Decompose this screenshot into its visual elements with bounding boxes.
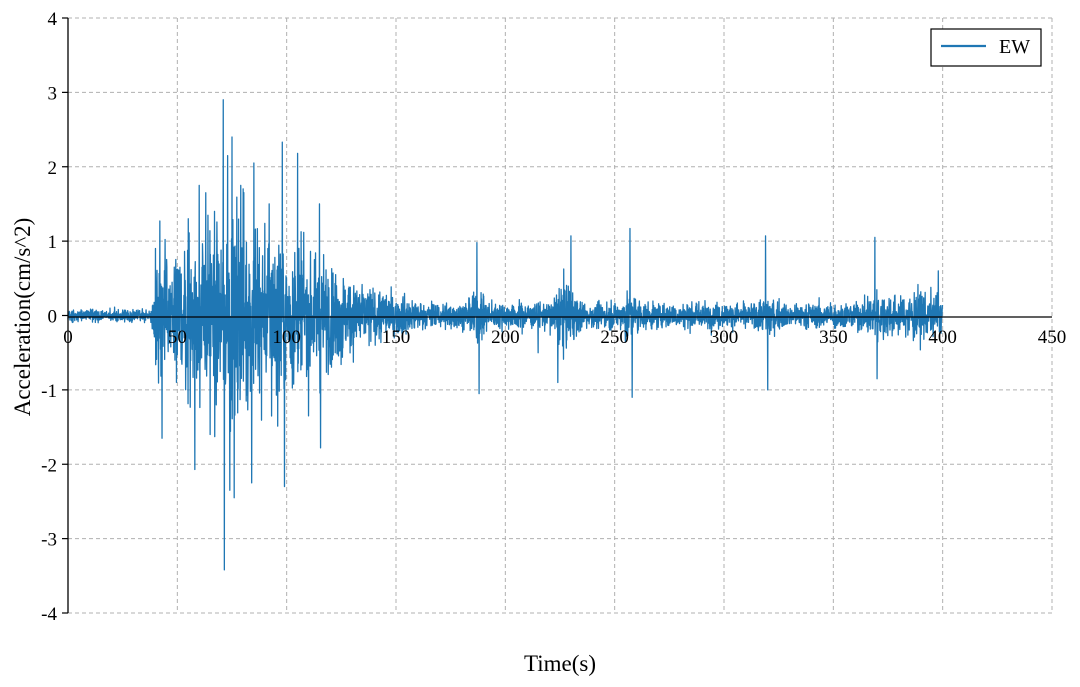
x-axis-title: Time(s) xyxy=(524,651,596,676)
legend-box xyxy=(930,28,1042,67)
y-tick-label: 3 xyxy=(48,83,58,104)
x-tick-label: 300 xyxy=(710,327,739,348)
legend-label: EW xyxy=(999,36,1030,58)
y-tick-label: -2 xyxy=(41,455,57,476)
series-layer xyxy=(67,99,944,571)
y-tick-label: -4 xyxy=(41,604,57,625)
ew-series-line xyxy=(67,99,944,571)
x-tick-label: 100 xyxy=(272,327,301,348)
y-tick-label: 4 xyxy=(48,9,58,30)
x-tick-label: 250 xyxy=(600,327,629,348)
x-tick-label: 150 xyxy=(382,327,411,348)
y-tick-label: 1 xyxy=(48,232,58,253)
y-tick-label: -1 xyxy=(41,381,57,402)
axes xyxy=(62,17,1052,614)
x-tick-label: 0 xyxy=(63,327,73,348)
x-tick-label: 50 xyxy=(168,327,187,348)
x-tick-label: 200 xyxy=(491,327,520,348)
tick-labels: 0 50 100 150 200 250 300 350 400 450 4 3 2 1 0 -1 -2 -3 -4 xyxy=(41,9,1066,625)
x-tick-label: 400 xyxy=(928,327,957,348)
x-tick-label: 450 xyxy=(1038,327,1067,348)
x-tick-label: 350 xyxy=(819,327,848,348)
y-tick-label: 2 xyxy=(48,158,58,179)
y-tick-label: 0 xyxy=(48,307,58,328)
legend: EW xyxy=(930,28,1042,67)
y-axis-title: Acceleration(cm/s^2) xyxy=(10,218,35,417)
y-tick-label: -3 xyxy=(41,530,57,551)
